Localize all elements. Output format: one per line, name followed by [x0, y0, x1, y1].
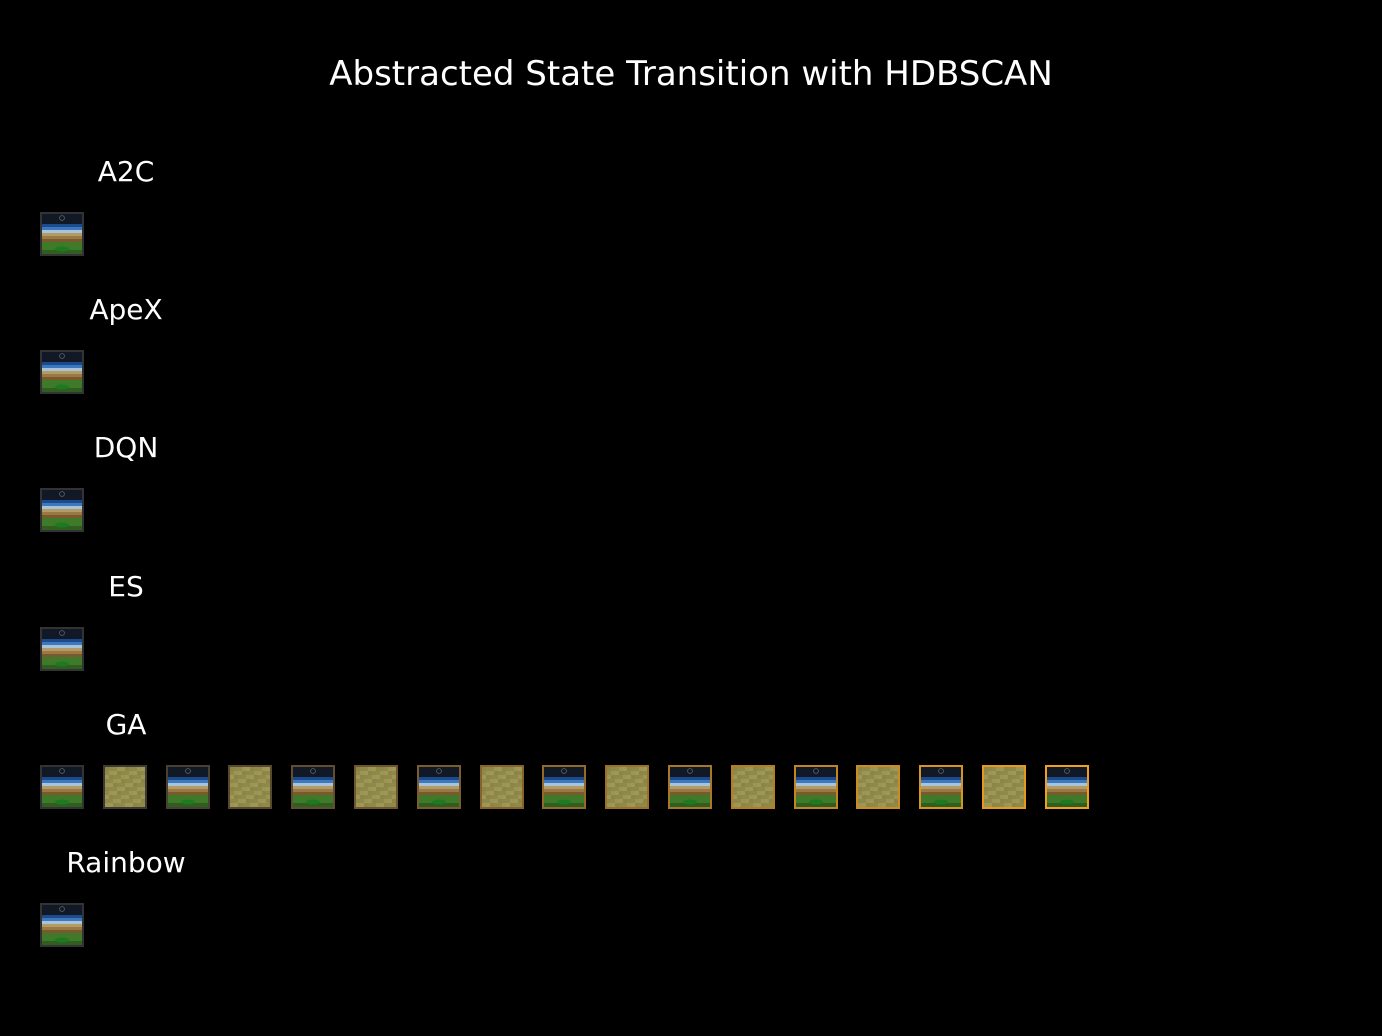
game-frame — [40, 212, 84, 256]
game-frame — [416, 764, 461, 809]
algorithm-row: A2C — [0, 154, 1382, 292]
chart-title: Abstracted State Transition with HDBSCAN — [329, 54, 1053, 94]
algorithm-label: ApeX — [89, 293, 163, 327]
noise-frame — [102, 764, 147, 809]
noise-frame — [605, 764, 650, 809]
game-frame — [793, 764, 838, 809]
algorithm-row: GA — [0, 707, 1382, 845]
game-frame — [40, 903, 84, 947]
game-frame — [1044, 764, 1089, 809]
noise-frame — [354, 764, 398, 809]
algorithm-label: DQN — [93, 431, 159, 465]
algorithm-row: Rainbow — [0, 845, 1382, 983]
noise-frame — [856, 764, 901, 809]
algorithm-label: GA — [105, 707, 147, 741]
algorithm-label: Rainbow — [66, 846, 186, 879]
game-frame — [668, 764, 712, 809]
noise-frame — [982, 764, 1026, 809]
noise-frame — [479, 764, 524, 809]
noise-frame — [228, 764, 273, 809]
game-frame — [291, 764, 336, 809]
algorithm-row: ApeX — [0, 292, 1382, 430]
algorithm-label: A2C — [97, 155, 155, 188]
game-frame — [40, 488, 84, 533]
game-frame — [40, 764, 84, 809]
algorithm-label: ES — [108, 569, 144, 603]
algorithm-row: DQN — [0, 430, 1382, 568]
game-frame — [40, 350, 84, 395]
game-frame — [40, 626, 84, 671]
game-frame — [542, 764, 587, 809]
game-frame — [919, 764, 964, 809]
noise-frame — [730, 764, 775, 809]
game-frame — [165, 764, 210, 809]
algorithm-row: ES — [0, 569, 1382, 707]
